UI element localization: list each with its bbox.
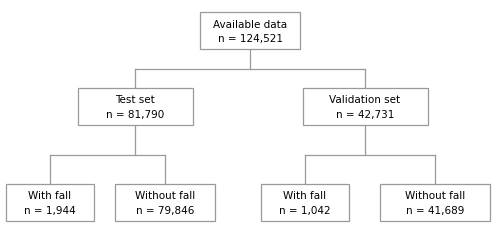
- Bar: [261, 184, 349, 221]
- Bar: [302, 88, 428, 125]
- Text: n = 79,846: n = 79,846: [136, 206, 194, 216]
- Text: Validation set: Validation set: [330, 96, 400, 105]
- Text: Test set: Test set: [115, 96, 155, 105]
- Bar: [78, 88, 192, 125]
- Text: With fall: With fall: [28, 191, 72, 201]
- Text: n = 124,521: n = 124,521: [218, 34, 282, 44]
- Text: n = 42,731: n = 42,731: [336, 110, 394, 120]
- Bar: [6, 184, 94, 221]
- Text: With fall: With fall: [284, 191, 327, 201]
- Text: Without fall: Without fall: [405, 191, 465, 201]
- Text: n = 41,689: n = 41,689: [406, 206, 464, 216]
- Text: Without fall: Without fall: [135, 191, 195, 201]
- Text: n = 81,790: n = 81,790: [106, 110, 164, 120]
- Text: n = 1,042: n = 1,042: [279, 206, 331, 216]
- Bar: [200, 13, 300, 49]
- Text: Available data: Available data: [213, 20, 287, 30]
- Text: n = 1,944: n = 1,944: [24, 206, 76, 216]
- Bar: [380, 184, 490, 221]
- Bar: [115, 184, 215, 221]
